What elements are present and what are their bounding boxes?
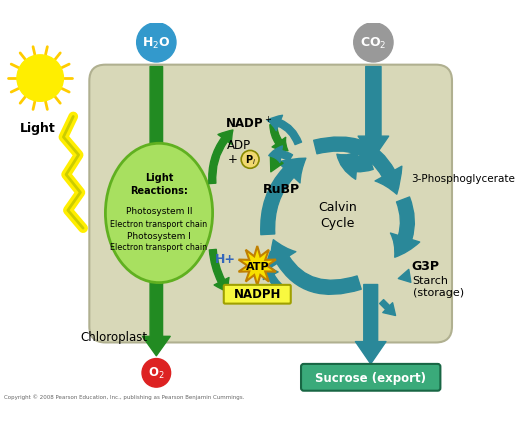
- FancyArrowPatch shape: [355, 284, 386, 364]
- FancyArrowPatch shape: [209, 130, 233, 184]
- Circle shape: [17, 55, 64, 101]
- Circle shape: [142, 359, 170, 387]
- Text: RuBP: RuBP: [263, 183, 300, 196]
- FancyArrowPatch shape: [270, 155, 283, 172]
- Text: ADP: ADP: [227, 139, 252, 153]
- Text: Copyright © 2008 Pearson Education, Inc., publishing as Pearson Benjamin Cumming: Copyright © 2008 Pearson Education, Inc.…: [5, 394, 245, 400]
- FancyBboxPatch shape: [224, 285, 291, 303]
- Text: (storage): (storage): [413, 288, 464, 298]
- Text: Calvin: Calvin: [318, 201, 357, 214]
- FancyArrowPatch shape: [209, 249, 229, 292]
- Text: H+: H+: [215, 253, 235, 266]
- Text: NADPH: NADPH: [233, 288, 281, 301]
- Text: NADP$^+$: NADP$^+$: [225, 116, 272, 131]
- FancyArrowPatch shape: [263, 264, 289, 296]
- FancyArrowPatch shape: [380, 300, 395, 315]
- Text: Electron transport chain: Electron transport chain: [110, 243, 207, 252]
- FancyArrowPatch shape: [266, 252, 282, 266]
- Text: Photosystem I: Photosystem I: [127, 232, 191, 241]
- Polygon shape: [239, 246, 276, 285]
- Text: Chloroplast: Chloroplast: [81, 331, 148, 343]
- Text: Photosystem II: Photosystem II: [126, 207, 192, 215]
- FancyArrowPatch shape: [390, 197, 420, 257]
- Text: +: +: [228, 153, 242, 166]
- Text: P$_i$: P$_i$: [244, 153, 256, 167]
- FancyBboxPatch shape: [301, 364, 440, 391]
- FancyArrowPatch shape: [337, 149, 373, 179]
- Text: ATP: ATP: [245, 261, 269, 272]
- FancyArrowPatch shape: [270, 125, 288, 151]
- FancyArrowPatch shape: [399, 269, 411, 282]
- Circle shape: [137, 23, 176, 62]
- Circle shape: [354, 23, 393, 62]
- FancyArrowPatch shape: [269, 146, 292, 162]
- Text: H$_2$O: H$_2$O: [142, 36, 170, 51]
- FancyArrowPatch shape: [142, 67, 170, 356]
- FancyArrowPatch shape: [314, 137, 402, 194]
- FancyArrowPatch shape: [260, 158, 306, 235]
- Circle shape: [241, 150, 259, 168]
- Text: Sucrose (export): Sucrose (export): [315, 372, 426, 385]
- Text: 3-Phosphoglycerate: 3-Phosphoglycerate: [411, 174, 515, 184]
- FancyBboxPatch shape: [89, 65, 452, 343]
- Text: Light
Reactions:: Light Reactions:: [130, 173, 188, 196]
- FancyArrowPatch shape: [358, 67, 389, 159]
- Text: O$_2$: O$_2$: [148, 366, 165, 381]
- FancyArrowPatch shape: [267, 115, 302, 144]
- Text: G3P: G3P: [411, 260, 439, 273]
- Text: CO$_2$: CO$_2$: [360, 36, 387, 51]
- FancyArrowPatch shape: [270, 240, 361, 295]
- Text: Electron transport chain: Electron transport chain: [110, 220, 207, 229]
- Text: Light: Light: [20, 122, 55, 135]
- Text: Starch: Starch: [413, 276, 449, 286]
- Ellipse shape: [105, 143, 213, 283]
- Text: Cycle: Cycle: [320, 217, 355, 230]
